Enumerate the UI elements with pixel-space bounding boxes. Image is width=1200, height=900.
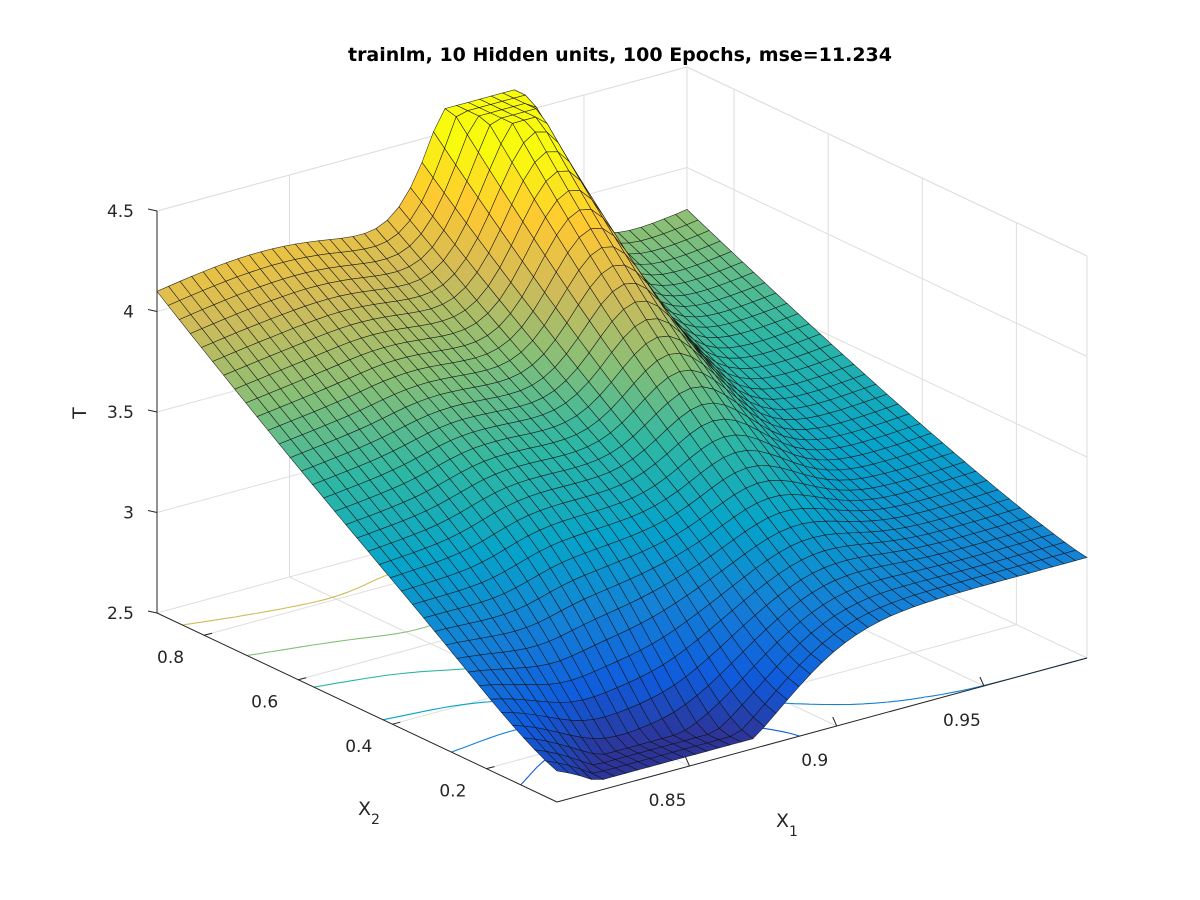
surface-patch-0-0	[544, 760, 570, 774]
x1-tick-label-2: 0.95	[943, 711, 981, 731]
x1-tick-1	[832, 716, 838, 727]
z-tick-label-0: 2.5	[107, 604, 134, 624]
x1-tick-label-1: 0.9	[801, 751, 828, 771]
grid-top-side	[686, 66, 1088, 257]
x2-tick-label-1: 0.4	[345, 737, 372, 757]
z-axis-label: T	[69, 407, 91, 420]
grid-top-back	[156, 66, 688, 212]
z-tick-1	[147, 510, 158, 513]
x1-tick-0	[685, 756, 690, 767]
x1-tick-label-0: 0.85	[649, 791, 687, 811]
x2-tick-label-2: 0.6	[251, 693, 278, 713]
x1-axis-line	[556, 657, 1088, 803]
x1-tick-2	[979, 676, 985, 687]
x2-tick-1	[392, 721, 401, 725]
x1-axis-label: X1	[776, 810, 798, 840]
chart-title: trainlm, 10 Hidden units, 100 Epochs, ms…	[348, 44, 892, 66]
tick-labels: 0.85 0.9 0.95 0.2 0.4 0.6 0.8 2.5 3 3.5 4 4.5	[107, 202, 985, 811]
z-tick-label-1: 3	[123, 504, 134, 524]
z-tick-label-3: 4	[123, 303, 134, 323]
z-tick-label-2: 3.5	[107, 403, 134, 423]
grid-z-side-3	[686, 167, 1088, 357]
z-tick-2	[147, 409, 158, 413]
z-tick-4	[147, 208, 158, 212]
z-tick-label-4: 4.5	[107, 202, 134, 222]
surface-mesh	[156, 89, 1088, 780]
x2-tick-label-3: 0.8	[157, 648, 184, 668]
z-tick-3	[147, 309, 158, 312]
z-tick-0	[147, 610, 158, 614]
x2-tick-0	[486, 766, 495, 770]
x2-tick-label-0: 0.2	[439, 782, 466, 802]
x2-tick-2	[298, 677, 307, 681]
x2-axis-label: X2	[358, 798, 380, 828]
x2-axis-line	[156, 612, 558, 803]
x2-tick-3	[203, 632, 213, 636]
